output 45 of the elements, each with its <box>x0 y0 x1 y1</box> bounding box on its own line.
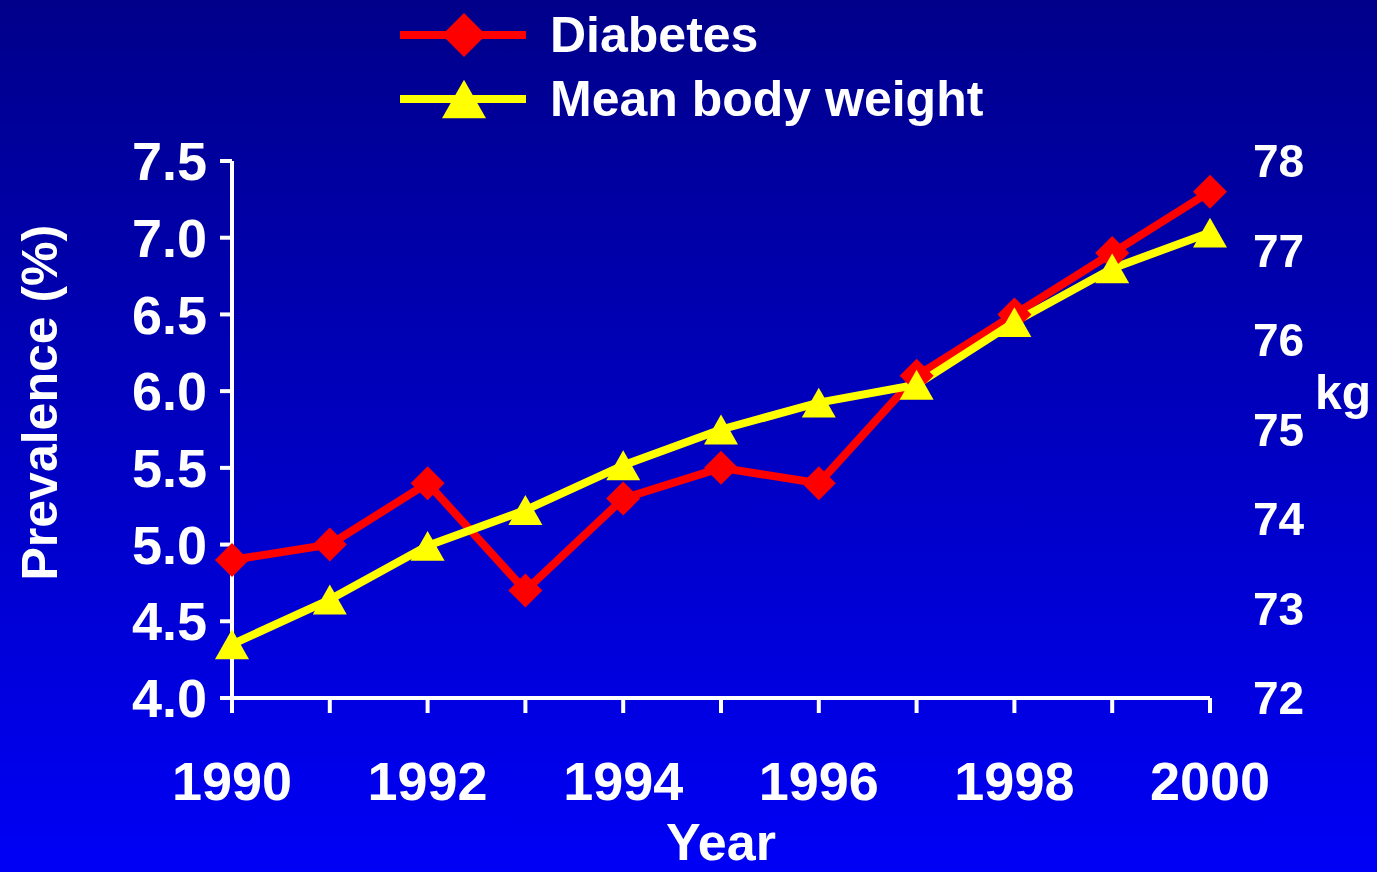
point <box>704 414 738 445</box>
point <box>801 387 836 418</box>
point <box>1193 174 1227 209</box>
point <box>606 450 641 481</box>
point <box>508 573 543 608</box>
y-tick-label: 4.0 <box>131 668 207 729</box>
y-tick-label: 7.5 <box>131 131 207 192</box>
x-tick-label: 2000 <box>1149 751 1271 812</box>
point <box>508 495 543 526</box>
y-tick-label: 7.0 <box>131 207 207 268</box>
point <box>606 481 641 516</box>
point <box>1193 217 1227 248</box>
point <box>1095 253 1130 284</box>
legend-label: Diabetes <box>550 7 759 63</box>
y2-tick-label: 74 <box>1253 493 1305 546</box>
legend-label: Mean body weight <box>550 71 984 127</box>
point <box>215 542 249 577</box>
point <box>312 584 347 615</box>
y2-tick-label: 72 <box>1253 672 1305 725</box>
point <box>410 466 445 501</box>
y2-axis-title: kg <box>1314 365 1372 419</box>
x-tick-label: 1992 <box>367 751 488 812</box>
y2-tick-label: 77 <box>1253 224 1305 277</box>
y-tick-label: 6.5 <box>131 284 207 345</box>
y-tick-label: 5.5 <box>131 438 207 499</box>
y2-tick-label: 78 <box>1253 135 1305 188</box>
y2-tick-label: 75 <box>1253 403 1305 456</box>
x-axis-title: Year <box>666 813 776 871</box>
y-axis-title: Prevalence (%) <box>12 224 68 581</box>
point <box>410 530 445 561</box>
point <box>704 450 738 485</box>
point <box>801 466 836 501</box>
x-tick-label: 1998 <box>954 751 1075 812</box>
y-tick-label: 4.5 <box>131 591 207 652</box>
point <box>997 307 1032 338</box>
point <box>215 629 249 660</box>
y-tick-label: 5.0 <box>131 514 207 575</box>
x-tick-label: 1996 <box>758 751 879 812</box>
y2-tick-label: 73 <box>1253 582 1305 635</box>
y-tick-label: 6.0 <box>131 361 207 422</box>
y2-tick-label: 76 <box>1253 314 1305 367</box>
point <box>312 527 347 562</box>
x-tick-label: 1994 <box>563 751 684 812</box>
x-tick-label: 1990 <box>171 751 293 812</box>
point <box>899 369 934 400</box>
